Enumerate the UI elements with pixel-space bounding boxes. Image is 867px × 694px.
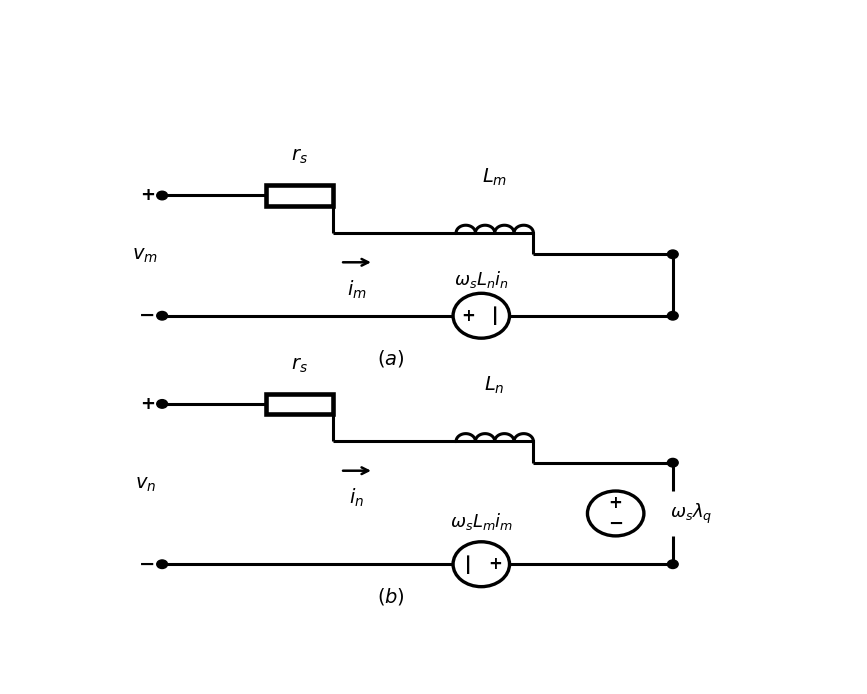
Text: ∣: ∣ [490,306,499,325]
Text: $v_m$: $v_m$ [133,246,159,265]
Text: −: − [139,555,155,574]
Text: $\omega_s L_n i_n$: $\omega_s L_n i_n$ [454,269,509,290]
FancyBboxPatch shape [266,393,334,414]
Text: $\omega_s \lambda_q$: $\omega_s \lambda_q$ [670,501,712,525]
Text: −: − [608,515,623,533]
Text: $(a)$: $(a)$ [377,348,404,369]
Text: $\omega_s L_m i_m$: $\omega_s L_m i_m$ [450,511,513,532]
FancyBboxPatch shape [266,185,334,205]
Text: −: − [139,306,155,325]
Circle shape [668,459,678,467]
Circle shape [668,312,678,320]
Text: $L_m$: $L_m$ [482,167,507,187]
Circle shape [668,560,678,568]
Text: ∣: ∣ [463,555,473,574]
Text: $r_s$: $r_s$ [291,147,309,166]
Circle shape [157,312,167,320]
Circle shape [157,400,167,408]
Text: +: + [140,395,155,413]
Text: +: + [488,555,502,573]
Text: $(b)$: $(b)$ [376,586,405,607]
Text: $L_n$: $L_n$ [485,375,505,396]
Text: $r_s$: $r_s$ [291,355,309,375]
Text: +: + [460,307,475,325]
Text: $i_n$: $i_n$ [349,486,364,509]
Text: $v_n$: $v_n$ [134,475,156,493]
Circle shape [157,560,167,568]
Circle shape [157,192,167,200]
Text: +: + [140,187,155,205]
Circle shape [668,250,678,259]
Text: $i_m$: $i_m$ [347,278,367,301]
Text: +: + [609,493,623,511]
